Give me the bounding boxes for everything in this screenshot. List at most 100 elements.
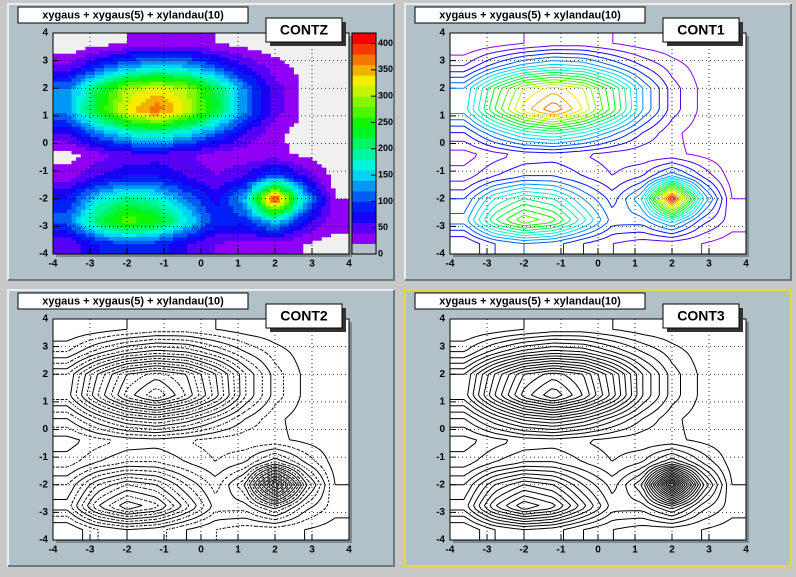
- contour-fill: [154, 222, 160, 227]
- contour-fill: [339, 226, 345, 231]
- contour-fill: [53, 171, 59, 176]
- contour-fill: [62, 209, 68, 214]
- contour-fill: [265, 171, 271, 176]
- contour-fill: [247, 84, 253, 89]
- contour-fill: [191, 181, 197, 186]
- contour-fill: [136, 140, 142, 144]
- contour-fill: [71, 150, 77, 155]
- contour-fill: [90, 122, 96, 127]
- contour-fill: [316, 181, 322, 186]
- contour-fill: [214, 174, 220, 179]
- contour-fill: [298, 212, 304, 217]
- contour-fill: [275, 95, 281, 100]
- contour-fill: [164, 84, 170, 89]
- contour-fill: [136, 150, 142, 155]
- contour-fill: [154, 36, 160, 41]
- contour-fill: [103, 64, 109, 69]
- contour-fill: [182, 115, 188, 120]
- contour-fill: [182, 150, 188, 155]
- contour-fill: [173, 53, 179, 58]
- contour-fill: [177, 195, 183, 200]
- contour-fill: [201, 153, 207, 158]
- contour-fill: [191, 136, 197, 141]
- contour-fill: [316, 233, 322, 238]
- contour-fill: [62, 108, 68, 113]
- contour-fill: [247, 157, 253, 162]
- x-tick-label: 3: [309, 545, 315, 556]
- contour-fill: [242, 153, 248, 158]
- contour-fill: [57, 88, 63, 93]
- contour-fill: [150, 226, 156, 231]
- contour-fill: [108, 226, 114, 231]
- z-tick-label: 100: [378, 196, 393, 206]
- contour-fill: [261, 74, 267, 79]
- contour-fill: [99, 133, 105, 138]
- contour-fill: [210, 74, 216, 79]
- contour-fill: [127, 46, 133, 51]
- contour-fill: [164, 140, 170, 144]
- contour-fill: [284, 188, 290, 193]
- contour-fill: [233, 46, 239, 51]
- contour-fill: [251, 146, 257, 151]
- contour-fill: [307, 171, 313, 176]
- contour-fill: [108, 198, 114, 203]
- contour-fill: [173, 60, 179, 65]
- contour-fill: [164, 153, 170, 158]
- contour-fill: [154, 39, 160, 44]
- x-tick-label: 2: [669, 545, 675, 556]
- contour-fill: [103, 74, 109, 79]
- contour-fill: [145, 143, 151, 148]
- contour-fill: [187, 174, 193, 179]
- contour-fill: [293, 195, 299, 200]
- x-tick-label: -2: [520, 545, 529, 556]
- contour-fill: [224, 250, 230, 255]
- contour-fill: [293, 212, 299, 217]
- contour-fill: [205, 146, 211, 151]
- contour-fill: [66, 108, 72, 113]
- contour-fill: [62, 91, 68, 96]
- contour-fill: [168, 146, 174, 151]
- contour-fill: [293, 191, 299, 196]
- contour-fill: [140, 50, 146, 55]
- contour-fill: [256, 240, 262, 245]
- contour-fill: [242, 240, 248, 245]
- contour-line: [450, 49, 723, 254]
- contour-fill: [279, 181, 285, 186]
- contour-fill: [224, 53, 230, 58]
- contour-fill: [312, 219, 318, 224]
- contour-fill: [298, 250, 304, 255]
- contour-fill: [177, 119, 183, 124]
- contour-fill: [113, 98, 119, 103]
- contour-fill: [53, 229, 59, 234]
- contour-fill: [113, 150, 119, 155]
- contour-fill: [316, 171, 322, 176]
- contour-fill: [284, 119, 290, 124]
- contour-fill: [99, 60, 105, 65]
- contour-fill: [159, 164, 165, 169]
- contour-fill: [247, 122, 253, 127]
- contour-fill: [99, 167, 105, 172]
- contour-fill: [265, 157, 271, 162]
- contour-fill: [103, 229, 109, 234]
- contour-fill: [256, 136, 262, 141]
- contour-fill: [173, 146, 179, 151]
- contour-fill: [117, 46, 123, 51]
- contour-fill: [131, 115, 137, 120]
- contour-fill: [238, 184, 244, 189]
- contour-fill: [284, 91, 290, 96]
- contour-fill: [159, 136, 165, 141]
- contour-fill: [57, 119, 63, 124]
- contour-fill: [173, 70, 179, 75]
- contour-fill: [140, 33, 146, 37]
- contour-fill: [164, 95, 170, 100]
- contour-fill: [210, 209, 216, 214]
- y-tick-label: -3: [39, 221, 48, 232]
- contour-fill: [113, 112, 119, 117]
- contour-fill: [140, 212, 146, 217]
- contour-fill: [57, 74, 63, 79]
- contour-fill: [140, 39, 146, 44]
- contour-fill: [177, 198, 183, 203]
- contour-fill: [261, 157, 267, 162]
- contour-fill: [288, 198, 294, 203]
- contour-fill: [145, 136, 151, 141]
